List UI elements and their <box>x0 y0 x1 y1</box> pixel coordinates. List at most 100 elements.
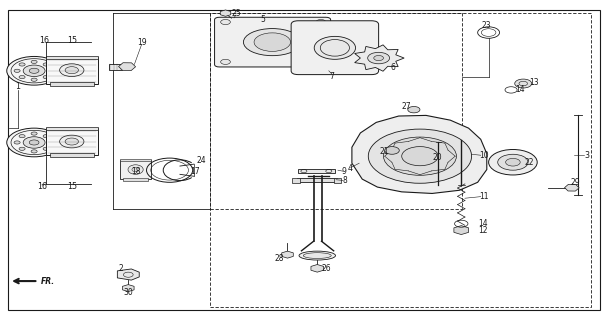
Text: 28: 28 <box>274 254 284 263</box>
Text: 9: 9 <box>342 167 347 176</box>
Circle shape <box>43 76 49 79</box>
Circle shape <box>316 59 326 64</box>
Text: FR.: FR. <box>41 276 55 285</box>
Circle shape <box>31 78 37 81</box>
Text: 16: 16 <box>40 36 49 45</box>
Text: 22: 22 <box>524 158 534 167</box>
Text: 7: 7 <box>329 72 334 81</box>
Circle shape <box>19 135 25 138</box>
Text: 18: 18 <box>131 167 140 176</box>
Bar <box>292 178 300 183</box>
Polygon shape <box>118 269 139 280</box>
Polygon shape <box>352 116 487 194</box>
Circle shape <box>14 141 20 144</box>
Circle shape <box>48 141 54 144</box>
Text: 5: 5 <box>261 15 266 24</box>
Text: 25: 25 <box>231 9 241 18</box>
Text: 24: 24 <box>196 156 206 164</box>
Text: 2: 2 <box>118 264 123 273</box>
Circle shape <box>498 154 528 170</box>
Bar <box>210 13 462 209</box>
Circle shape <box>7 56 62 85</box>
Text: 15: 15 <box>68 182 77 191</box>
Text: 19: 19 <box>137 38 147 47</box>
Bar <box>121 159 151 161</box>
Text: 3: 3 <box>585 151 590 160</box>
Circle shape <box>31 60 37 63</box>
Ellipse shape <box>132 167 139 172</box>
Ellipse shape <box>60 64 84 76</box>
Circle shape <box>48 69 54 72</box>
Circle shape <box>220 20 230 25</box>
Circle shape <box>23 65 45 76</box>
Bar <box>121 160 151 179</box>
Bar <box>334 178 341 183</box>
Text: 11: 11 <box>480 192 489 201</box>
Circle shape <box>368 52 390 64</box>
Circle shape <box>515 79 532 88</box>
Circle shape <box>385 147 400 154</box>
Ellipse shape <box>128 165 143 174</box>
Circle shape <box>43 135 49 138</box>
Circle shape <box>31 132 37 135</box>
Circle shape <box>19 147 25 150</box>
Ellipse shape <box>60 135 84 148</box>
Text: 14: 14 <box>515 85 525 94</box>
Bar <box>46 56 98 59</box>
Bar <box>298 169 335 173</box>
Circle shape <box>43 147 49 150</box>
Text: 26: 26 <box>322 264 331 274</box>
Ellipse shape <box>65 67 79 74</box>
Text: 1: 1 <box>15 82 20 91</box>
FancyBboxPatch shape <box>214 17 331 67</box>
Circle shape <box>220 59 230 64</box>
Circle shape <box>316 20 326 25</box>
Text: 10: 10 <box>479 151 489 160</box>
Ellipse shape <box>254 33 290 51</box>
Polygon shape <box>354 45 404 71</box>
Circle shape <box>505 158 520 166</box>
Circle shape <box>402 147 438 166</box>
Ellipse shape <box>299 251 336 260</box>
Bar <box>210 13 591 307</box>
Circle shape <box>384 137 456 175</box>
Ellipse shape <box>65 138 79 145</box>
Bar <box>123 178 149 181</box>
Text: 29: 29 <box>570 179 580 188</box>
Bar <box>46 128 98 155</box>
Text: 8: 8 <box>343 176 348 185</box>
Ellipse shape <box>244 28 301 56</box>
Text: 21: 21 <box>380 147 389 156</box>
Text: 14: 14 <box>477 219 487 228</box>
Text: 27: 27 <box>402 102 412 111</box>
Text: 17: 17 <box>191 167 200 176</box>
Circle shape <box>368 129 471 183</box>
Circle shape <box>29 140 39 145</box>
Circle shape <box>43 63 49 66</box>
Bar <box>297 179 337 182</box>
Bar <box>50 153 94 157</box>
Text: 23: 23 <box>482 21 491 30</box>
Ellipse shape <box>314 36 356 59</box>
Circle shape <box>19 63 25 66</box>
Text: 20: 20 <box>432 153 442 162</box>
Text: 30: 30 <box>124 288 133 297</box>
Text: 12: 12 <box>478 226 487 235</box>
Bar <box>109 64 122 69</box>
Bar <box>46 127 98 130</box>
Text: 15: 15 <box>68 36 77 45</box>
Bar <box>50 82 94 86</box>
Circle shape <box>29 68 39 73</box>
Bar <box>46 57 98 84</box>
Text: 6: 6 <box>390 63 395 72</box>
Circle shape <box>374 55 384 60</box>
Text: 16: 16 <box>37 182 47 191</box>
Circle shape <box>7 128 62 157</box>
Circle shape <box>408 107 420 113</box>
Circle shape <box>23 137 45 148</box>
Circle shape <box>14 69 20 72</box>
Circle shape <box>488 149 537 175</box>
Circle shape <box>31 150 37 153</box>
FancyBboxPatch shape <box>291 21 379 75</box>
Text: 13: 13 <box>529 78 538 87</box>
